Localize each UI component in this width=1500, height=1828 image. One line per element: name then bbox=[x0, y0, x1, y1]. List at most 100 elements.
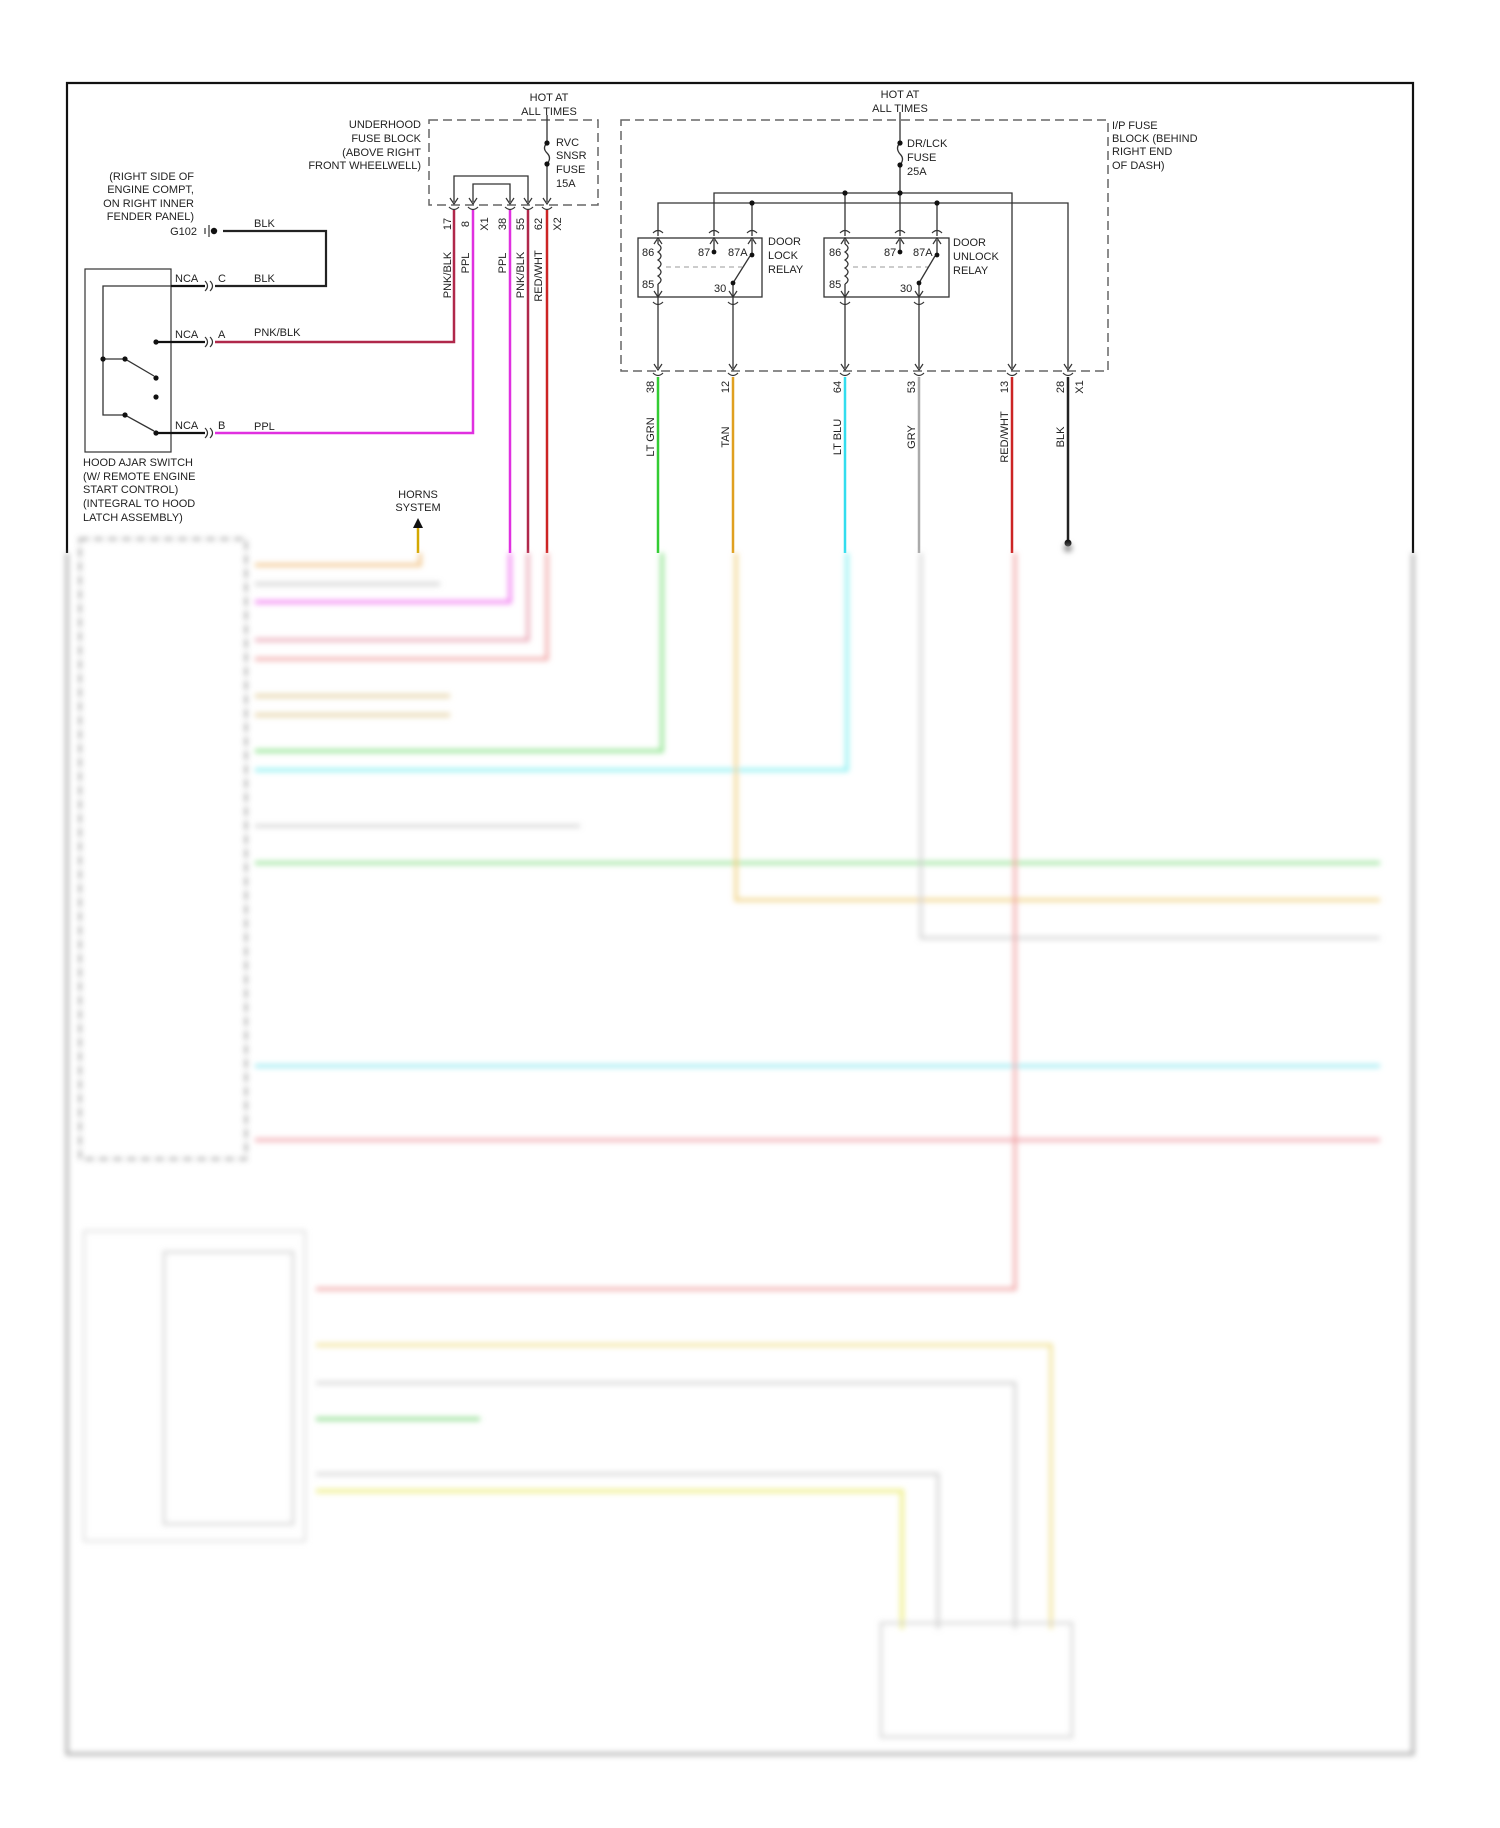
wire-label: BLK bbox=[254, 218, 275, 230]
connector-icon bbox=[652, 290, 664, 306]
ground-location: ENGINE COMPT, bbox=[107, 184, 194, 196]
connector-icon bbox=[1006, 363, 1018, 377]
underhood-wires: PNK/BLK PPL PPL PNK/BLK RED/WHT bbox=[215, 210, 549, 553]
fuse-label: FUSE bbox=[907, 152, 936, 164]
connector-icon bbox=[839, 363, 851, 377]
door-unlock-relay: 86 87 87A 85 30 DOOR UNLOCK RELAY bbox=[823, 237, 1000, 298]
horns-label: SYSTEM bbox=[395, 502, 440, 514]
relay-coil-icon bbox=[656, 243, 662, 285]
relay-coil-icon bbox=[843, 243, 849, 285]
switch-internal bbox=[102, 285, 171, 416]
hot-label-1: HOT AT bbox=[530, 92, 569, 104]
fuse-label: 25A bbox=[907, 166, 927, 178]
connector-icon bbox=[708, 229, 720, 245]
hot-label-2: ALL TIMES bbox=[872, 103, 928, 115]
relay-name: DOOR bbox=[953, 237, 986, 249]
ip-fuse-block: HOT AT ALL TIMES I/P FUSE BLOCK (BEHIND … bbox=[620, 89, 1198, 553]
relay-name: RELAY bbox=[768, 264, 804, 276]
hot-label-2: ALL TIMES bbox=[521, 106, 577, 118]
connector-icon bbox=[839, 290, 851, 306]
component-name: START CONTROL) bbox=[83, 484, 178, 496]
fuse-label: DR/LCK bbox=[907, 138, 948, 150]
connector-icon bbox=[746, 229, 758, 245]
ip-output-wires: 38 LT GRN 12 TAN 64 LT BLU 53 GRY 13 RED/WHT 28 BLK bbox=[645, 363, 1074, 553]
arrow-up-icon bbox=[413, 518, 423, 528]
relay-pin-label: 85 bbox=[829, 279, 841, 291]
connector-icon bbox=[522, 197, 534, 211]
connector-icon bbox=[204, 280, 214, 292]
bus-taps bbox=[751, 193, 938, 236]
connector-icon bbox=[652, 363, 664, 377]
relay-switch-icon bbox=[918, 255, 936, 284]
pin-label: 13 bbox=[999, 381, 1011, 393]
fuse-label: SNSR bbox=[556, 150, 587, 162]
pin-label: 17 bbox=[442, 218, 454, 230]
relay-pin-label: 85 bbox=[642, 279, 654, 291]
fuse-icon bbox=[543, 142, 551, 165]
pin-label: 38 bbox=[497, 218, 509, 230]
relay-name: DOOR bbox=[768, 236, 801, 248]
connector-icon bbox=[931, 229, 943, 245]
relay-name: UNLOCK bbox=[953, 251, 1000, 263]
connector-icon bbox=[913, 290, 925, 306]
wire-label: GRY bbox=[906, 425, 918, 449]
ground-location: FENDER PANEL) bbox=[107, 211, 194, 223]
wire-label: PNK/BLK bbox=[515, 251, 527, 298]
switch-contacts-icon bbox=[124, 358, 155, 432]
horns-label: HORNS bbox=[398, 489, 438, 501]
pin-label: 12 bbox=[720, 381, 732, 393]
fuse-block-name: UNDERHOOD bbox=[349, 119, 421, 131]
fuse-block-name: FUSE BLOCK bbox=[351, 133, 421, 145]
wire-ppl-8 bbox=[215, 210, 475, 435]
ground-location: ON RIGHT INNER bbox=[103, 198, 194, 210]
relay-pin-label: 87A bbox=[728, 247, 748, 259]
diagram-frame bbox=[65, 81, 1415, 553]
switch-outline bbox=[84, 268, 172, 453]
wire-label: TAN bbox=[720, 426, 732, 447]
ground-g102: (RIGHT SIDE OF ENGINE COMPT, ON RIGHT IN… bbox=[103, 171, 328, 288]
fuse-label: RVC bbox=[556, 137, 579, 149]
wire-label: RED/WHT bbox=[533, 250, 545, 302]
bus-1 bbox=[713, 192, 1013, 368]
ground-location: (RIGHT SIDE OF bbox=[109, 171, 194, 183]
connector-icon bbox=[727, 290, 739, 306]
pin-label: 55 bbox=[515, 218, 527, 230]
wire-blk-ground bbox=[215, 229, 328, 288]
connector-icon bbox=[727, 363, 739, 377]
internal-splice bbox=[453, 175, 529, 202]
wire-label: BLK bbox=[254, 273, 275, 285]
connector-icon bbox=[204, 427, 214, 439]
relay-name: LOCK bbox=[768, 250, 799, 262]
connector-icon bbox=[504, 197, 516, 211]
hot-label-1: HOT AT bbox=[881, 89, 920, 101]
fuse-icon bbox=[896, 142, 904, 166]
relay-name: RELAY bbox=[953, 265, 989, 277]
connector-icon bbox=[652, 229, 664, 245]
switch-leads bbox=[156, 284, 205, 435]
connector-label: X2 bbox=[552, 217, 564, 230]
relay-pin-label: 87 bbox=[884, 247, 896, 259]
wire-label: PPL bbox=[460, 253, 472, 274]
connector-icon bbox=[913, 363, 925, 377]
wire-label: BLK bbox=[1055, 426, 1067, 447]
fuse-block-name: BLOCK (BEHIND bbox=[1112, 133, 1198, 145]
wire-label: RED/WHT bbox=[999, 411, 1011, 463]
hood-ajar-switch: NCA NCA NCA C A B BLK PNK/BLK PPL HOOD A… bbox=[83, 268, 301, 524]
bus-2 bbox=[657, 202, 1069, 368]
relay-pin-label: 30 bbox=[900, 283, 912, 295]
wire-label: PPL bbox=[254, 421, 275, 433]
relay-pin-label: 86 bbox=[829, 247, 841, 259]
fuse-label: 15A bbox=[556, 178, 576, 190]
fuse-block-name: RIGHT END bbox=[1112, 146, 1172, 158]
wire-pnk-blk-17 bbox=[215, 210, 456, 344]
connector-icon bbox=[894, 229, 906, 245]
wire-label: PNK/BLK bbox=[442, 251, 454, 298]
fuse-block-name: FRONT WHEELWELL) bbox=[308, 160, 421, 172]
connector-icon bbox=[204, 336, 214, 348]
pin-label: 8 bbox=[460, 221, 472, 227]
pin-label: 64 bbox=[832, 381, 844, 393]
relay-pin-label: 87 bbox=[698, 247, 710, 259]
connector-label: X1 bbox=[479, 217, 491, 230]
connector-icon bbox=[467, 197, 479, 211]
